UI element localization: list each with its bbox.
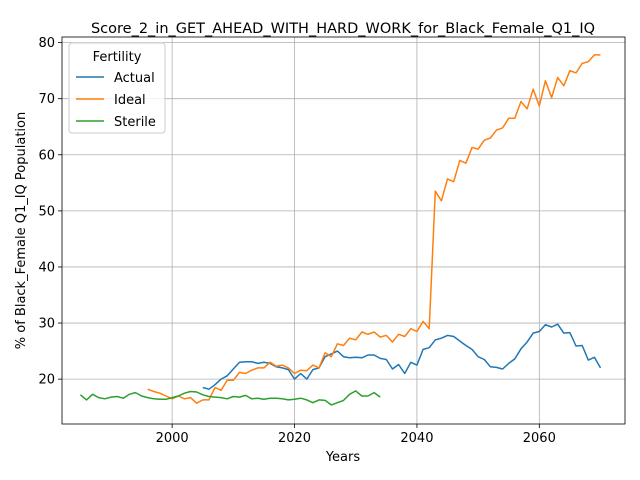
y-tick-label-40: 40 bbox=[38, 260, 55, 275]
y-tick-label-30: 30 bbox=[38, 317, 55, 332]
legend-label-actual: Actual bbox=[114, 71, 155, 86]
series-layer bbox=[79, 54, 602, 406]
series-line-sterile bbox=[79, 390, 381, 406]
y-axis: 20 30 40 50 60 70 80 bbox=[38, 36, 62, 388]
x-axis: 2000 2020 2040 2060 bbox=[156, 424, 556, 446]
y-tick-label-20: 20 bbox=[38, 373, 55, 388]
legend-label-ideal: Ideal bbox=[114, 93, 146, 108]
x-tick-label-2020: 2020 bbox=[278, 431, 311, 446]
series-line-ideal bbox=[147, 54, 601, 404]
chart-title: Score_2_in_GET_AHEAD_WITH_HARD_WORK_for_… bbox=[91, 21, 595, 37]
x-axis-label: Years bbox=[325, 450, 361, 465]
legend-box bbox=[68, 42, 166, 134]
x-tick-label-2040: 2040 bbox=[400, 431, 433, 446]
legend-title: Fertility bbox=[93, 50, 142, 65]
y-tick-label-70: 70 bbox=[38, 92, 55, 107]
legend-label-sterile: Sterile bbox=[114, 115, 156, 130]
y-tick-label-80: 80 bbox=[38, 36, 55, 51]
y-tick-label-60: 60 bbox=[38, 148, 55, 163]
x-tick-label-2060: 2060 bbox=[523, 431, 556, 446]
grid-lines bbox=[62, 37, 625, 424]
plot-frame bbox=[61, 36, 626, 425]
x-tick-label-2000: 2000 bbox=[156, 431, 189, 446]
y-axis-label: % of Black_Female Q1_IQ Population bbox=[14, 112, 29, 349]
legend: Fertility Actual Ideal Sterile bbox=[68, 42, 166, 134]
y-tick-label-50: 50 bbox=[38, 204, 55, 219]
